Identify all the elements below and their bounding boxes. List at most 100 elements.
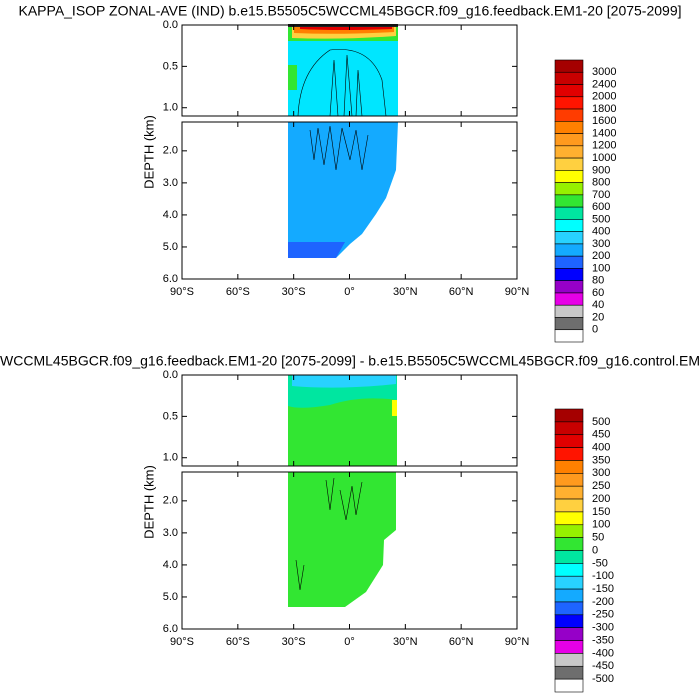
y-tick-label: 4.0 [163,559,178,571]
colorbar-box [554,601,584,616]
colorbar-box [554,133,584,147]
colorbar-box [554,157,584,171]
colorbar-box [554,84,584,98]
x-tick-label: 30°S [282,636,306,648]
colorbar-label: 150 [592,506,610,518]
colorbar-label: -450 [592,660,614,672]
x-tick-label: 60°S [226,636,250,648]
colorbar-label: 1200 [592,140,616,152]
colorbar-box [554,524,584,538]
colorbar-box [554,485,584,500]
colorbar-box [554,563,584,577]
field-region [288,65,297,90]
contour-line [329,54,363,117]
field-region [292,375,396,388]
colorbar-label: 3000 [592,66,616,78]
colorbar-box [554,460,584,474]
colorbar-label: 50 [592,532,604,544]
colorbar-box [554,292,584,306]
x-tick-label: 0° [344,636,355,648]
colorbar-label: 300 [592,238,610,250]
colorbar-label: 400 [592,226,610,238]
colorbar-box [554,219,584,232]
chart-title: KAPPA_ISOP ZONAL-AVE (IND) b.e15.B5505C5… [19,3,682,19]
field-region [392,400,397,416]
colorbar-label: 100 [592,519,610,531]
colorbar-box [554,317,584,331]
colorbar-label: 60 [592,287,604,299]
colorbar-label: 1800 [592,103,616,115]
colorbar-box [554,550,584,564]
colorbar-label: -250 [592,609,614,621]
colorbar-box [554,408,584,423]
colorbar-label: 800 [592,177,610,189]
y-tick-label: 0.0 [163,19,178,31]
y-tick-label: 2.0 [163,145,178,157]
x-tick-label: 60°N [449,286,474,298]
colorbar-box [554,665,584,680]
x-tick-label: 30°N [393,636,418,648]
colorbar-box [554,194,584,208]
chart-title: WCCML45BGCR.f09_g16.feedback.EM1-20 [207… [0,353,700,369]
colorbar-box [554,71,584,85]
colorbar-label: 0 [592,544,598,556]
field-region [288,122,398,258]
x-tick-label: 30°N [393,286,418,298]
y-tick-label: 5.0 [163,591,178,603]
colorbar-box [554,434,584,448]
colorbar-box [554,653,584,667]
colorbar-label: 100 [592,262,610,274]
colorbar-label: 700 [592,189,610,201]
y-tick-label: 3.0 [163,527,178,539]
colorbar-label: 200 [592,250,610,262]
colorbar-box [554,329,584,343]
y-tick-label: 5.0 [163,241,178,253]
colorbar-label: 1400 [592,127,616,139]
y-axis-label: DEPTH (km) [141,465,156,539]
colorbar-box [554,121,584,134]
colorbar-box [554,304,584,318]
colorbar-label: -50 [592,557,608,569]
colorbar-label: 250 [592,480,610,492]
colorbar-label: -500 [592,673,614,685]
x-tick-label: 90°N [505,636,530,648]
colorbar-label: -200 [592,596,614,608]
colorbar-box [554,421,584,436]
y-tick-label: 0.5 [163,60,178,72]
colorbar-box [554,537,584,551]
colorbar-box [554,447,584,461]
colorbar-label: 900 [592,164,610,176]
colorbar-box [554,170,584,183]
colorbar-label: 500 [592,213,610,225]
colorbar-label: 200 [592,493,610,505]
y-tick-label: 3.0 [163,177,178,189]
colorbar-label: 1000 [592,152,616,164]
colorbar-label: 20 [592,311,604,323]
colorbar-label: 500 [592,416,610,428]
y-axis-label: DEPTH (km) [141,115,156,189]
x-tick-label: 90°N [505,286,530,298]
colorbar-box [554,498,584,513]
field-region [288,242,345,258]
colorbar-box [554,59,584,73]
colorbar-label: 80 [592,275,604,287]
colorbar-label: 1600 [592,115,616,127]
y-tick-label: 6.0 [163,273,178,285]
x-tick-label: 60°N [449,636,474,648]
y-tick-label: 2.0 [163,495,178,507]
colorbar-box [554,255,584,269]
x-tick-label: 60°S [226,286,250,298]
colorbar-box [554,575,584,590]
y-tick-label: 4.0 [163,209,178,221]
colorbar-box [554,614,584,628]
colorbar-label: -150 [592,583,614,595]
colorbar-label: 2400 [592,78,616,90]
x-tick-label: 0° [344,286,355,298]
x-tick-label: 30°S [282,286,306,298]
contour-line [309,125,369,171]
colorbar-box [554,206,584,220]
colorbar-box [554,268,584,281]
y-tick-label: 6.0 [163,623,178,635]
colorbar-label: 0 [592,324,598,336]
colorbar-label: 300 [592,467,610,479]
